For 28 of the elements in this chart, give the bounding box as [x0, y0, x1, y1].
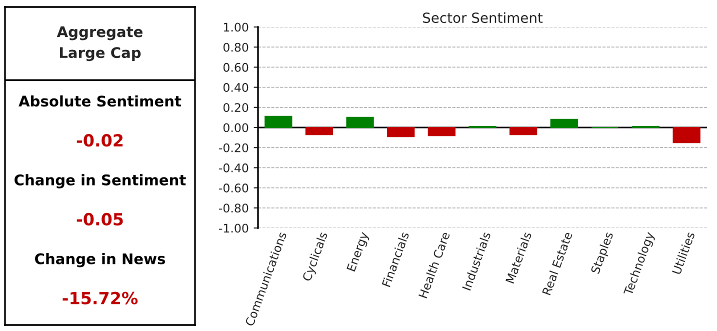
bar: [305, 126, 334, 136]
bar: [428, 126, 456, 136]
bar: [672, 126, 700, 144]
y-tick-label: 0.00: [223, 123, 248, 132]
y-tick-label: -1.00: [219, 224, 248, 233]
x-tick-label: Real Estate: [542, 231, 573, 296]
y-tick-label: 0.60: [223, 62, 248, 72]
chart-title: Sector Sentiment: [422, 12, 543, 24]
y-tick-label: -0.80: [219, 204, 248, 213]
text: -0.05: [76, 212, 123, 226]
bar: [550, 118, 578, 128]
y-tick-label: -0.60: [219, 184, 248, 192]
y-tick-label: -0.20: [219, 143, 248, 152]
bar: [346, 116, 374, 128]
bar: [264, 116, 292, 128]
bar: [509, 126, 538, 136]
text: Change in News: [35, 253, 166, 268]
y-tick-label: 0.80: [223, 42, 248, 52]
y-tick-label: 1.00: [224, 22, 248, 32]
text: Absolute Sentiment: [18, 95, 182, 107]
text: -0.02: [76, 134, 123, 147]
text: Aggregate Large Cap: [56, 26, 142, 62]
y-tick-label: 0.40: [223, 83, 248, 92]
y-tick-label: 0.20: [223, 103, 248, 112]
y-tick-label: -0.40: [219, 163, 248, 172]
bar: [387, 126, 415, 138]
text: Change in Sentiment: [14, 174, 186, 188]
text: -15.72%: [62, 292, 138, 304]
